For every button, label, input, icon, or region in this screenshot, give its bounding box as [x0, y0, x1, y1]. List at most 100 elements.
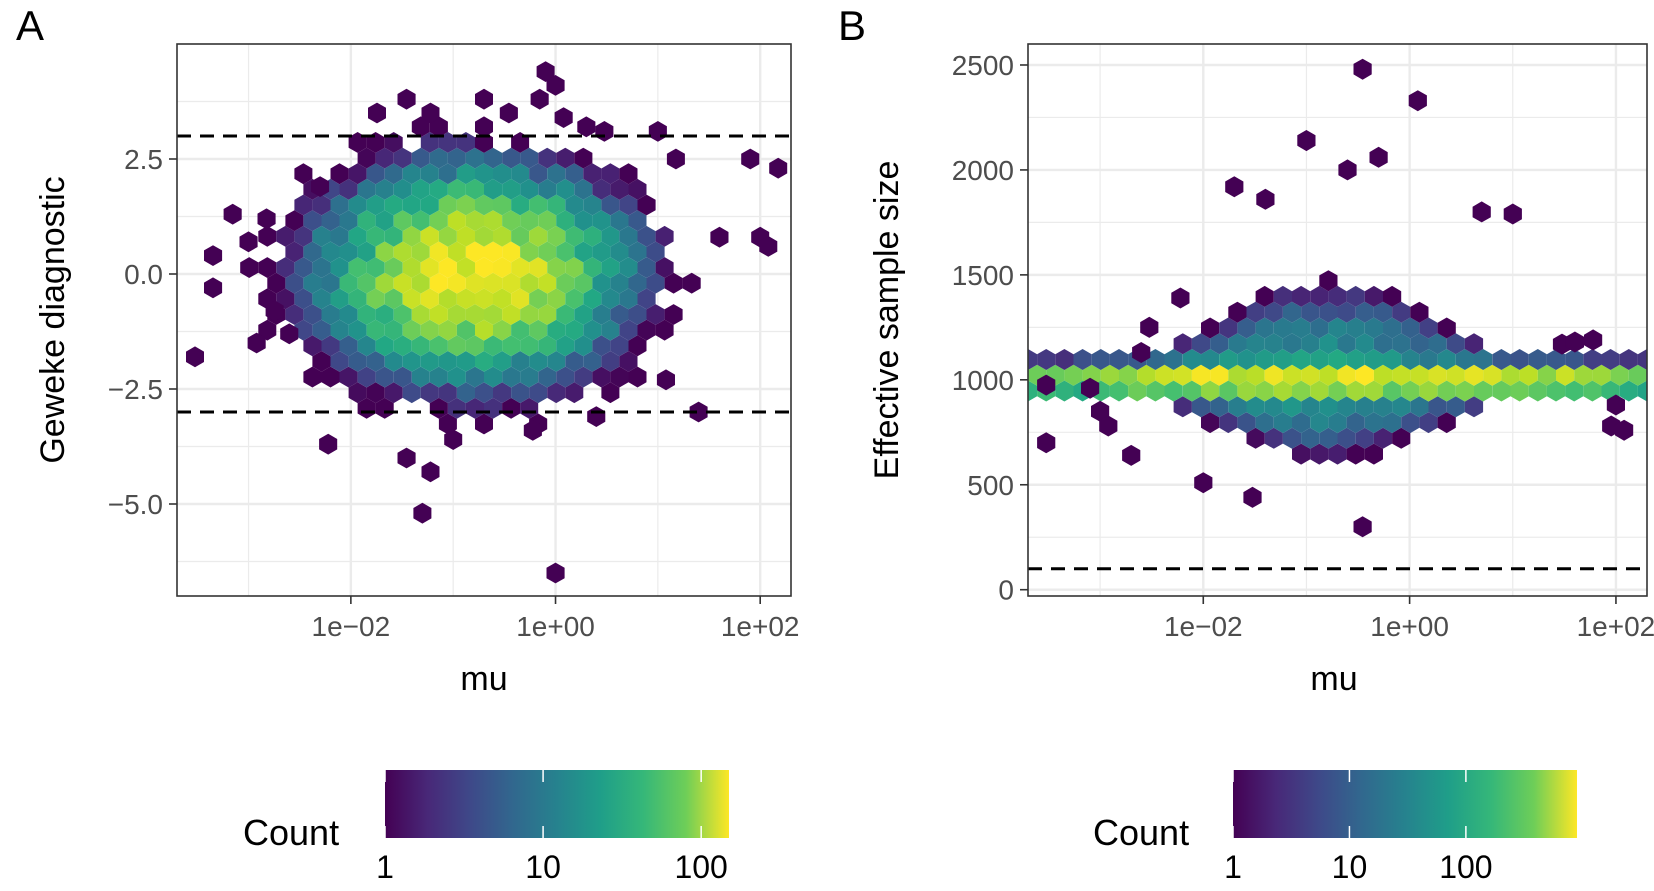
hexbin — [583, 288, 602, 310]
hexbin — [628, 210, 647, 232]
hexbin-outlier — [239, 231, 258, 253]
hexbin — [1301, 396, 1320, 418]
hexbin — [429, 397, 448, 419]
hexbin — [529, 194, 548, 216]
hexbin — [484, 335, 503, 357]
hexbin — [447, 147, 466, 169]
panel-b: B 1e−02 1e+00 1e+02 0 500 1000 1500 2000 2500 m… — [838, 2, 1654, 885]
hexbin — [1337, 364, 1356, 386]
hexbin-outlier — [741, 148, 760, 170]
hexbin — [1128, 380, 1147, 402]
hexbin — [619, 288, 638, 310]
hexbin-outlier — [1338, 159, 1357, 181]
hexbin — [1428, 396, 1447, 418]
hexbin-outlier — [546, 75, 565, 96]
hexbin — [294, 257, 313, 278]
hexbin — [1328, 349, 1347, 370]
hexbin — [1364, 349, 1383, 370]
hexbin — [1565, 380, 1584, 402]
hexbin — [1383, 349, 1402, 370]
hexbin — [375, 272, 394, 294]
hexbin — [1328, 380, 1347, 402]
hexbin — [375, 397, 394, 419]
hexbin — [339, 178, 358, 200]
hexbin — [538, 304, 557, 325]
hexbin — [357, 272, 376, 294]
hexbin — [1191, 364, 1211, 386]
hexbin — [1246, 333, 1265, 355]
hexbin — [601, 351, 620, 372]
hexbin — [529, 225, 548, 247]
hexbin-outlier — [1408, 90, 1427, 112]
hexbin — [321, 366, 340, 388]
hexbin — [1455, 349, 1474, 370]
hexbin — [321, 304, 340, 325]
hexbin — [484, 210, 503, 232]
hexbin — [447, 178, 466, 200]
hexbin — [1191, 333, 1211, 355]
hexbin-outlier — [368, 102, 386, 124]
hexbin — [1282, 301, 1302, 323]
hexbin-outlier — [413, 502, 432, 524]
legend-title-b: Count — [1093, 812, 1189, 853]
hexbin — [1073, 349, 1092, 370]
hexbin — [1273, 349, 1292, 370]
hexbin — [348, 351, 367, 372]
hexbin — [1328, 412, 1347, 434]
hexbin — [312, 319, 331, 341]
hexbin — [1173, 396, 1192, 418]
hexbin — [366, 257, 385, 278]
hexbin-outlier — [523, 420, 542, 441]
hexbin — [384, 225, 403, 247]
hexbin — [420, 163, 439, 185]
hexbin — [1237, 349, 1256, 370]
hexbin — [312, 288, 331, 310]
hexbin — [592, 304, 611, 325]
y-tick-label: −5.0 — [108, 489, 163, 520]
hexbin — [1319, 396, 1338, 418]
hexbin — [574, 366, 593, 388]
hexbin — [1392, 364, 1411, 386]
y-ticks-b: 0 500 1000 1500 2000 2500 — [952, 50, 1028, 606]
hexbin — [393, 147, 412, 169]
hexbin — [1392, 396, 1411, 418]
hexbin — [1173, 333, 1192, 355]
hexbin — [375, 147, 394, 169]
hexbin — [1292, 412, 1311, 434]
hexbin — [1337, 396, 1356, 418]
hexbin — [601, 319, 620, 341]
hexbin — [583, 351, 602, 372]
hexbin — [493, 288, 512, 310]
hexbin — [357, 304, 376, 325]
hexbin-outlier — [1225, 176, 1244, 198]
hexbin — [1328, 285, 1347, 307]
hexbin — [1419, 412, 1438, 434]
hexbin — [1446, 364, 1465, 386]
hexbin — [1583, 349, 1602, 370]
hexbin — [339, 366, 358, 388]
hexbin — [1292, 285, 1311, 307]
hexbin — [1310, 443, 1329, 465]
hexbin — [565, 163, 584, 185]
hexbin — [1155, 364, 1174, 386]
hexbin — [583, 257, 602, 278]
hexbin — [1373, 427, 1393, 449]
legend-tick-label: 1 — [376, 849, 394, 885]
hexbin-outlier — [656, 369, 675, 391]
hexbin — [1419, 380, 1438, 402]
hexbin-outlier — [257, 208, 276, 230]
hexbin — [1637, 349, 1647, 370]
hexbin — [465, 241, 484, 263]
hexbins-a — [186, 61, 788, 584]
hexbin — [1346, 412, 1365, 434]
hexbin-outlier — [1099, 415, 1118, 437]
hexbin — [1601, 349, 1620, 370]
hexbin — [1264, 427, 1283, 449]
hexbin — [538, 335, 557, 357]
hexbin — [447, 335, 466, 357]
hexbin — [1373, 333, 1393, 355]
hexbin — [1401, 380, 1420, 402]
hexbin — [375, 178, 394, 200]
hexbin — [1210, 396, 1229, 418]
hexbin — [592, 272, 611, 294]
